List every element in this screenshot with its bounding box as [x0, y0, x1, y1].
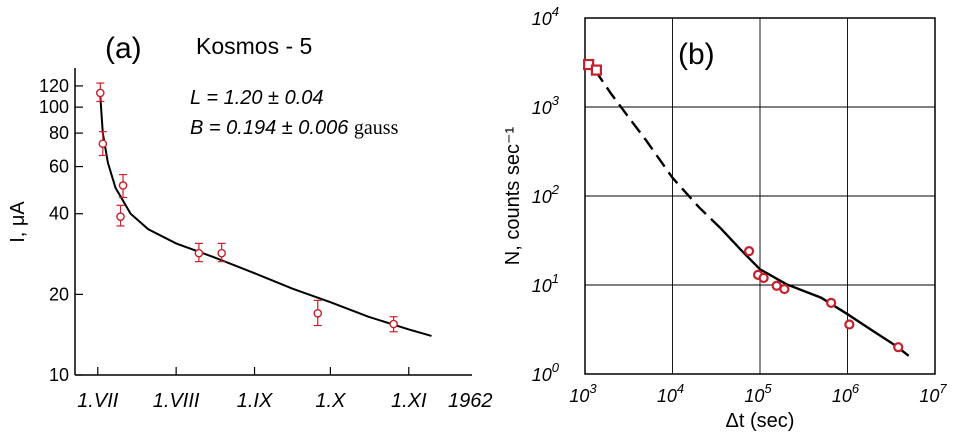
annotation-L-value: = 1.20 ± 0.04 — [206, 87, 323, 109]
panel-b-x-tick-exponent: 6 — [852, 381, 860, 396]
panel-b-y-tick-exponent: 3 — [552, 93, 560, 108]
panel-b-y-tick-label: 100 — [532, 360, 560, 385]
panel-b-label: (b) — [678, 38, 715, 71]
panel-a-y-tick-label: 40 — [49, 204, 69, 224]
panel-a-data-point — [194, 248, 204, 258]
panel-b-y-tick-base: 10 — [532, 9, 552, 29]
panel-b-x-tick-exponent: 7 — [939, 381, 947, 396]
panel-a-y-tick-label: 10 — [49, 365, 69, 385]
panel-b-x-axis-label: Δt (sec) — [726, 410, 795, 432]
panel-a-x-tick-label: 1.X — [315, 390, 346, 412]
panel-a-data-point — [116, 212, 125, 221]
panel-b-x-tick-exponent: 4 — [677, 381, 684, 396]
panel-a-data-point — [98, 139, 108, 149]
panel-b-x-tick-label: 104 — [657, 381, 684, 406]
panel-a-y-tick-label: 20 — [49, 284, 69, 304]
annotation-B-value: = 0.194 ± 0.006 — [209, 117, 349, 139]
panel-a-annotation-L: L = 1.20 ± 0.04 — [190, 87, 324, 109]
panel-a-data-point — [118, 181, 128, 190]
panel-b-y-tick-label: 102 — [532, 182, 560, 207]
panel-b-y-tick-exponent: 1 — [552, 271, 559, 286]
panel-b-y-tick-label: 104 — [532, 4, 559, 29]
panel-b-grid — [585, 18, 935, 374]
panel-b-x-tick-exponent: 3 — [589, 381, 597, 396]
panel-a-title: Kosmos - 5 — [196, 33, 312, 59]
panel-b-x-tick-label: 106 — [832, 381, 860, 406]
panel-a-points — [95, 82, 398, 333]
panel-a-data-point — [313, 308, 323, 318]
panel-a-y-tick-label: 120 — [39, 76, 69, 96]
panel-b-square-point — [590, 64, 603, 76]
panel-b-x-tick-exponent: 5 — [764, 381, 772, 396]
panel-b-x-tick-label: 107 — [919, 381, 947, 406]
panel-b-y-tick-label: 101 — [532, 271, 559, 296]
panel-b-x-tick-base: 10 — [657, 386, 677, 406]
panel-a-y-axis-label: I, μA — [7, 201, 29, 243]
panel-a-year-label: 1962 — [448, 390, 493, 412]
panel-b-y-tick-base: 10 — [532, 187, 552, 207]
panel-b-circle-point — [743, 246, 755, 257]
panel-a-annotation-B: B = 0.194 ± 0.006 gauss — [190, 117, 399, 139]
panel-a-data-point — [389, 319, 398, 329]
panel-b-x-tick-base: 10 — [832, 386, 852, 406]
panel-b-y-tick-base: 10 — [532, 365, 552, 385]
panel-b-points — [583, 58, 904, 353]
panel-b-circle-point — [758, 272, 769, 284]
panel-a-x-tick-label: 1.IX — [237, 390, 273, 412]
annotation-B-unit: gauss — [354, 117, 399, 139]
panel-b-y-tick-base: 10 — [532, 98, 552, 118]
panel-a-data-point — [95, 88, 105, 98]
panel-a-x-tick-label: 1.VII — [77, 390, 119, 412]
panel-b-circle-point — [826, 297, 837, 308]
annotation-B-prefix: B — [190, 117, 203, 139]
panel-a-data-point — [217, 248, 226, 258]
panel-a-x-tick-label: 1.VIII — [153, 390, 200, 412]
panel-b-x-tick-label: 103 — [569, 381, 597, 406]
panel-b-solid-curve — [719, 226, 910, 357]
panel-a-y-tick-label: 80 — [49, 123, 69, 143]
panel-a-y-tick-label: 100 — [39, 97, 69, 117]
panel-b-y-tick-exponent: 2 — [551, 182, 560, 197]
panel-b-circle-point — [779, 283, 790, 295]
panel-b-y-tick-base: 10 — [532, 276, 552, 296]
panel-b-x-tick-base: 10 — [919, 386, 939, 406]
panel-b-x-tick-base: 10 — [569, 386, 589, 406]
panel-b-dashed-curve — [594, 69, 721, 229]
annotation-L-prefix: L — [190, 87, 201, 109]
panel-b-lines — [594, 69, 910, 357]
panel-a-x-tick-label: 1.XI — [391, 390, 427, 412]
panel-b-y-tick-label: 103 — [532, 93, 560, 118]
panel-b-circle-point — [844, 319, 855, 330]
panel-b-circle-point — [893, 342, 904, 353]
panel-b-y-axis-label: N, counts sec⁻¹ — [502, 126, 524, 265]
panel-a-fit-curve-group — [99, 96, 432, 337]
panel-b-x-tick-label: 105 — [744, 381, 772, 406]
panel-b-x-tick-base: 10 — [744, 386, 764, 406]
panel-b-y-tick-exponent: 4 — [552, 4, 559, 19]
panel-a-y-tick-label: 60 — [49, 157, 69, 177]
panel-b-y-tick-exponent: 0 — [552, 360, 560, 375]
panel-a-label: (a) — [105, 32, 142, 65]
panel-a-fit-curve — [99, 96, 432, 337]
